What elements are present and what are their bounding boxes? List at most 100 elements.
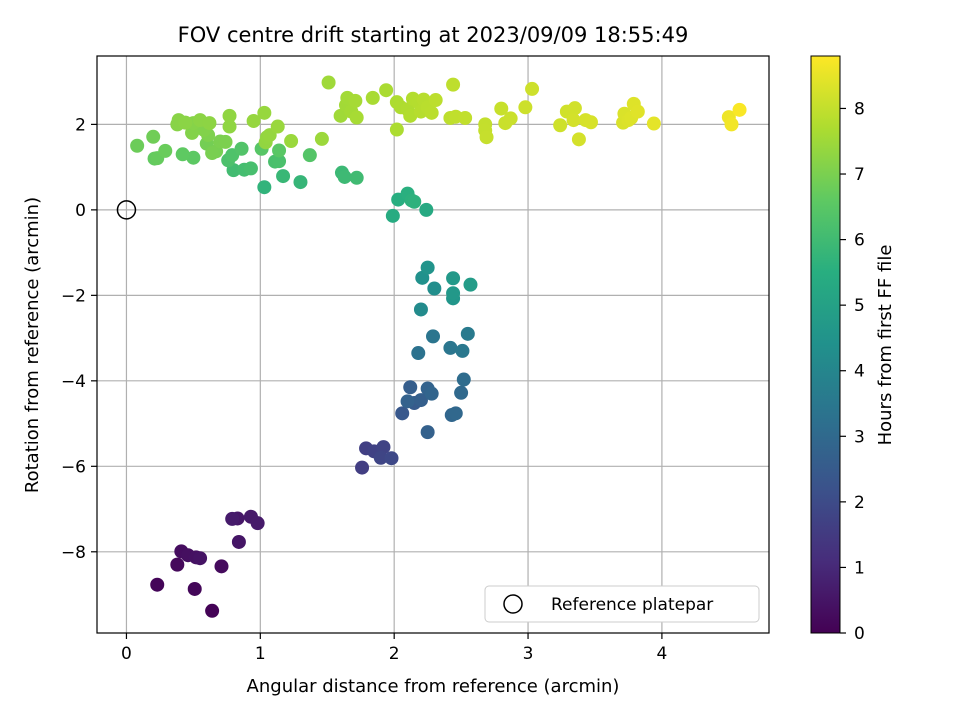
- colorbar-tick-label: 0: [854, 624, 865, 644]
- colorbar-label: Hours from first FF file: [875, 245, 896, 446]
- data-point: [293, 175, 308, 190]
- x-axis-label: Angular distance from reference (arcmin): [247, 676, 620, 697]
- data-point: [525, 81, 540, 96]
- data-point: [187, 581, 202, 596]
- data-point: [186, 150, 201, 165]
- data-point: [365, 90, 380, 105]
- data-point: [272, 143, 287, 158]
- data-point: [214, 559, 229, 574]
- data-point: [553, 118, 568, 133]
- data-point: [205, 146, 220, 161]
- data-point: [503, 111, 518, 126]
- data-point: [420, 260, 435, 275]
- legend-box: [484, 585, 760, 623]
- data-point: [302, 148, 317, 163]
- data-point: [175, 147, 190, 162]
- colorbar-tick-label: 7: [854, 165, 865, 185]
- data-point: [250, 516, 265, 531]
- data-point: [202, 116, 217, 131]
- x-axis-ticks: 0 1 2 3 4: [121, 633, 667, 664]
- data-point: [448, 406, 463, 421]
- data-point: [724, 117, 739, 132]
- x-tick-label: 2: [389, 644, 400, 664]
- data-point: [193, 551, 208, 566]
- data-point: [257, 105, 272, 120]
- legend: Reference platepar: [484, 585, 760, 623]
- data-point: [413, 393, 428, 408]
- data-point: [463, 277, 478, 292]
- data-point: [456, 372, 471, 387]
- data-point: [349, 170, 364, 185]
- data-point: [413, 302, 428, 317]
- reference-platepar-marker: [116, 200, 137, 220]
- data-point: [415, 270, 430, 285]
- legend-reference-marker: [503, 594, 523, 614]
- plot-area: 0 1 2 3 4 −8 −6 −4 −2 0 2: [61, 55, 770, 664]
- data-point: [403, 108, 418, 123]
- data-point: [646, 116, 661, 131]
- plot-frame: [96, 55, 770, 634]
- y-tick-label: −4: [61, 372, 86, 392]
- data-point: [170, 557, 185, 572]
- data-point: [272, 154, 287, 169]
- data-point: [146, 129, 161, 144]
- data-point: [426, 329, 440, 344]
- data-point: [337, 169, 352, 184]
- data-point: [376, 440, 391, 455]
- data-point: [424, 105, 439, 120]
- data-point: [494, 101, 509, 116]
- y-tick-label: −2: [61, 286, 86, 306]
- data-point: [231, 534, 246, 549]
- data-point: [225, 511, 240, 526]
- y-tick-label: 0: [75, 201, 86, 221]
- data-point: [314, 131, 329, 146]
- data-point: [455, 343, 470, 358]
- data-point: [373, 450, 388, 465]
- y-axis-label: Rotation from reference (arcmin): [22, 197, 43, 493]
- colorbar-tick-label: 6: [854, 231, 865, 251]
- y-tick-label: 2: [75, 115, 86, 135]
- data-point: [284, 134, 299, 149]
- data-point: [355, 460, 370, 475]
- data-point: [454, 385, 469, 400]
- data-point: [732, 102, 747, 117]
- data-point: [389, 122, 404, 137]
- data-point: [270, 119, 285, 134]
- data-point: [446, 271, 461, 286]
- data-point: [458, 110, 473, 125]
- data-point: [222, 108, 237, 123]
- data-point: [446, 77, 461, 92]
- data-point: [349, 110, 364, 125]
- data-point: [222, 119, 237, 134]
- data-point: [479, 130, 494, 145]
- colorbar-tick-label: 2: [854, 493, 865, 513]
- data-point: [333, 108, 348, 123]
- data-point: [234, 141, 249, 156]
- data-point: [276, 169, 291, 184]
- data-point: [419, 202, 434, 217]
- y-tick-label: −6: [61, 457, 86, 477]
- data-point: [427, 281, 442, 296]
- data-point: [446, 286, 461, 301]
- plot-background: [97, 56, 769, 633]
- data-point: [205, 603, 220, 618]
- data-point: [567, 101, 582, 116]
- colorbar: 0 1 2 3 4 5 6 7 8 Hours from first FF file: [810, 55, 896, 644]
- data-point: [630, 104, 645, 119]
- data-point: [566, 113, 581, 128]
- data-point: [348, 93, 363, 108]
- x-tick-label: 3: [523, 644, 534, 664]
- data-point: [130, 138, 145, 153]
- data-point: [407, 194, 422, 209]
- legend-label: Reference platepar: [551, 595, 713, 615]
- colorbar-ticks: 0 1 2 3 4 5 6 7 8: [840, 99, 865, 644]
- y-tick-label: −8: [61, 543, 86, 563]
- y-axis-ticks: −8 −6 −4 −2 0 2: [61, 115, 97, 563]
- data-point: [246, 113, 261, 128]
- data-point: [379, 83, 394, 98]
- data-point: [178, 115, 193, 130]
- x-tick-label: 4: [656, 644, 667, 664]
- x-tick-label: 1: [255, 644, 266, 664]
- data-point: [420, 425, 435, 440]
